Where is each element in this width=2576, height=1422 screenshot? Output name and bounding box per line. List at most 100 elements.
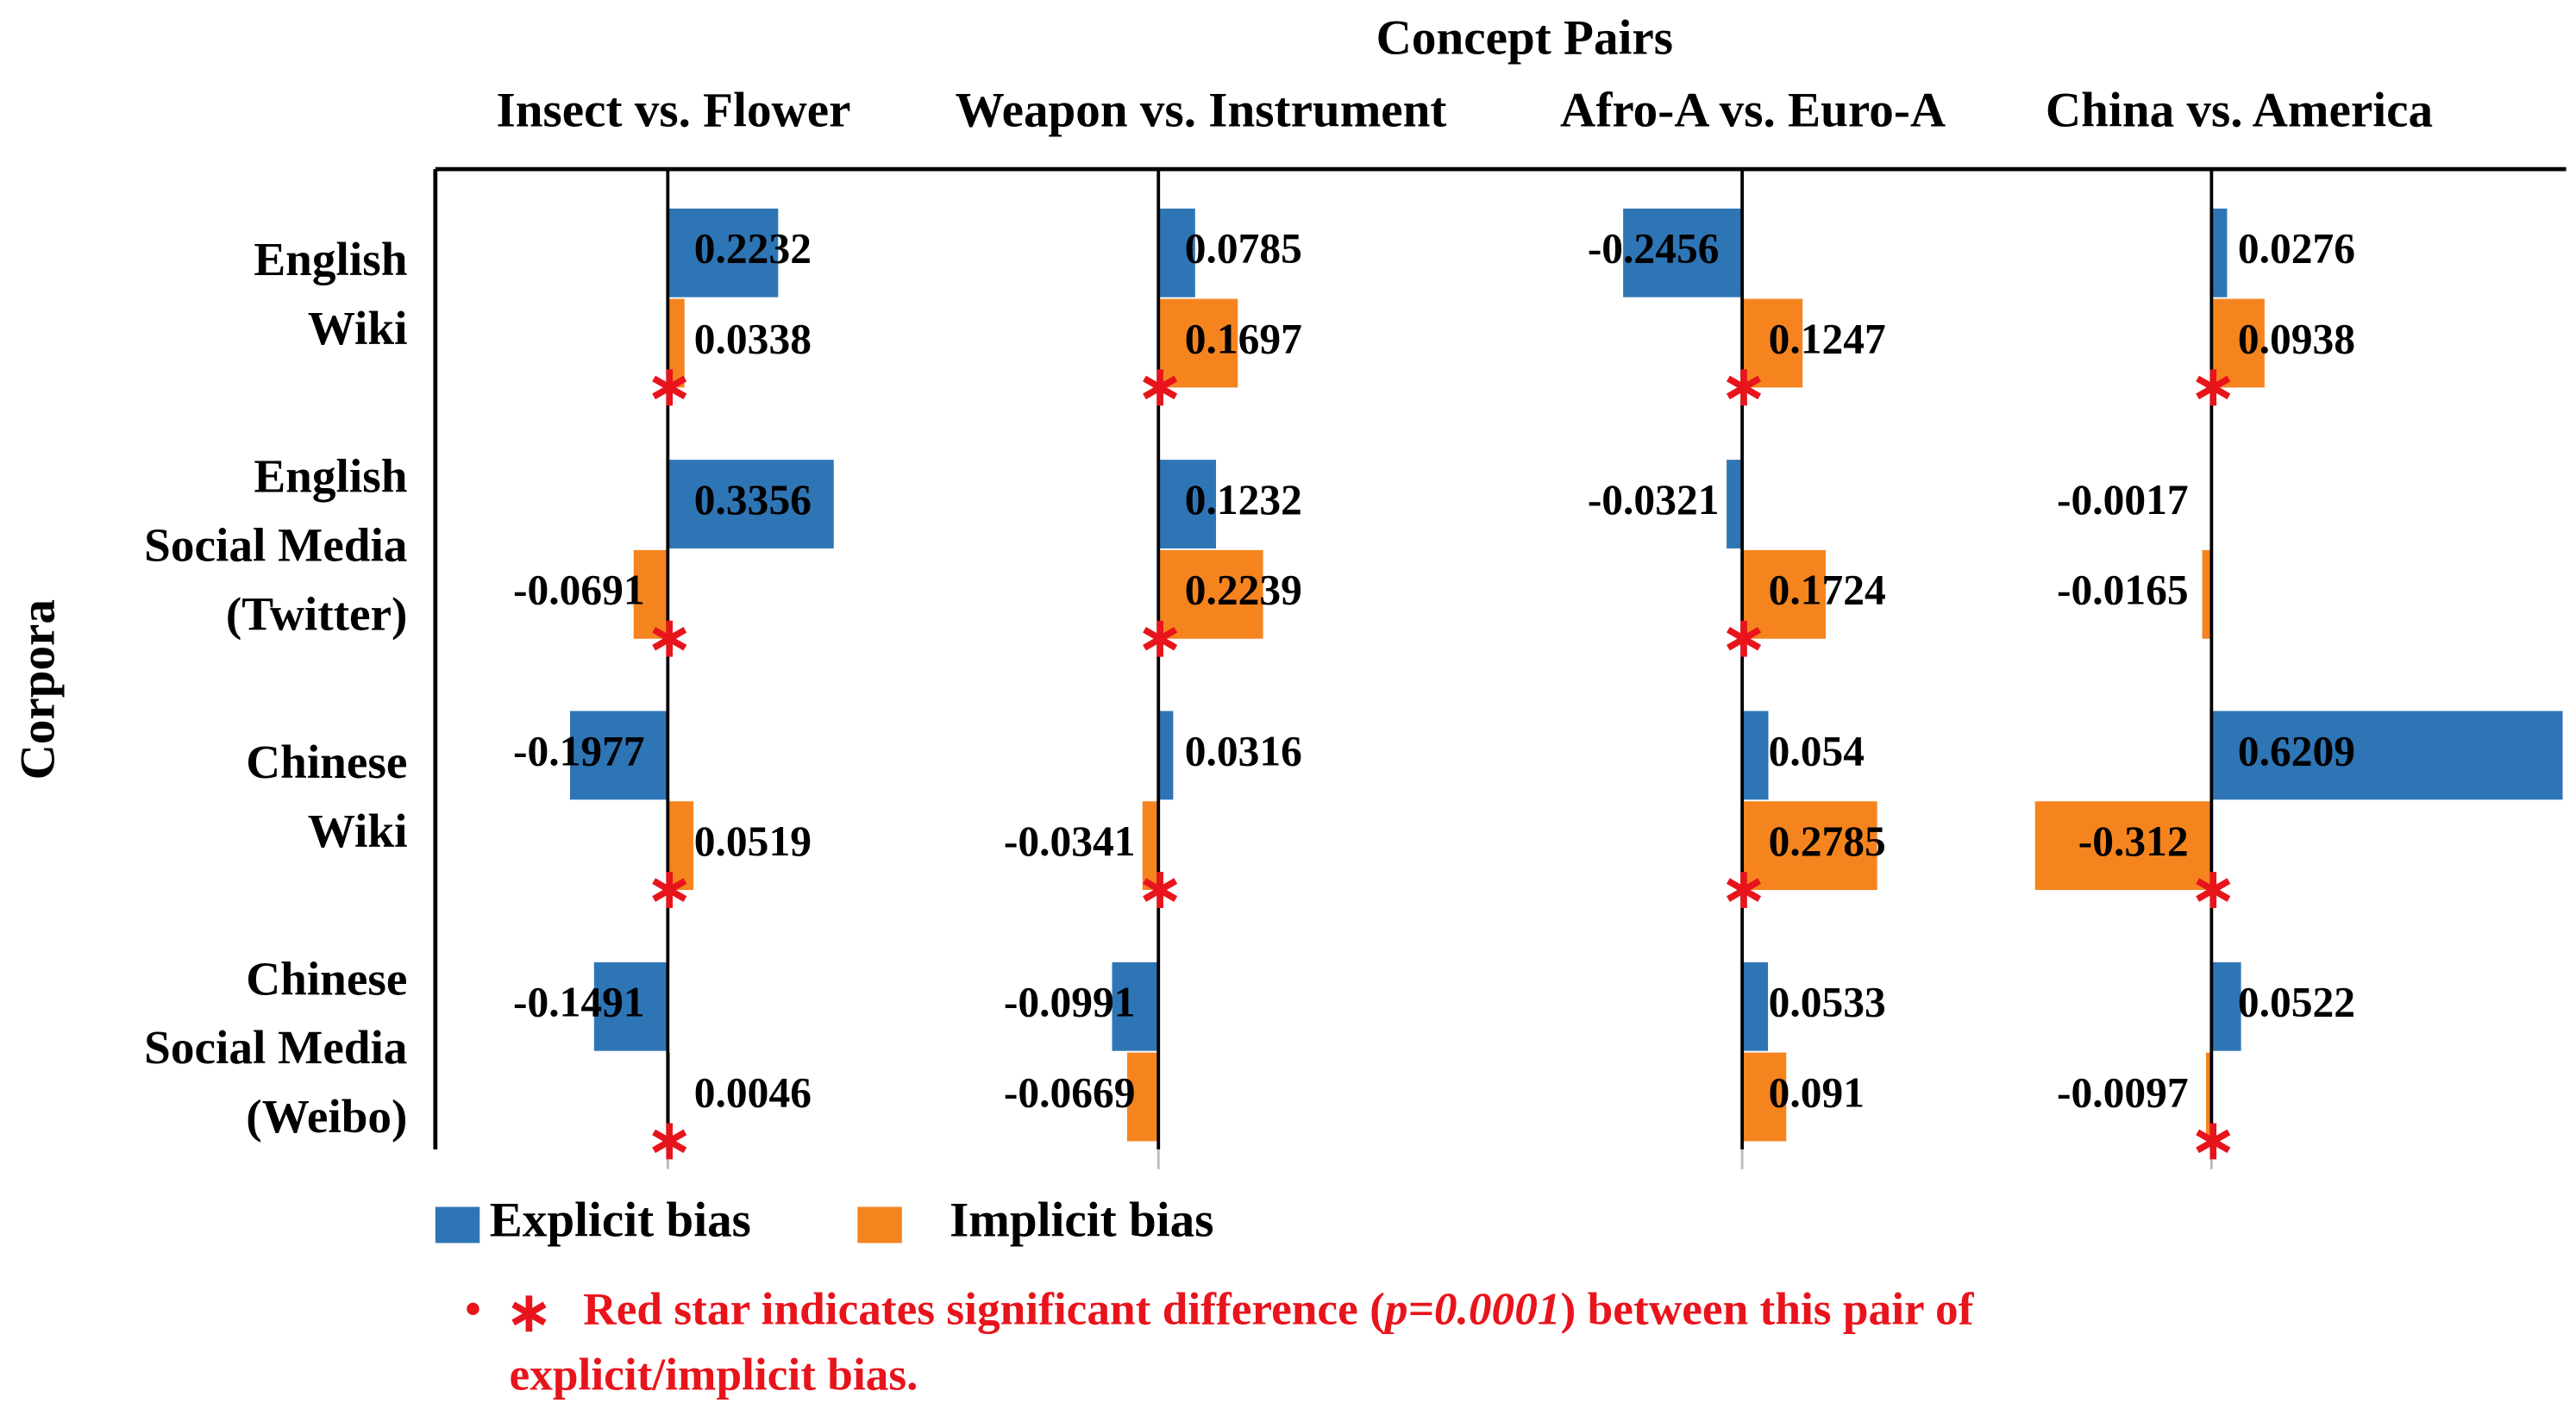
star-stroke	[2196, 1129, 2231, 1154]
y-tick-label: (Weibo)	[246, 1090, 407, 1143]
value-label: -0.1491	[513, 979, 645, 1026]
value-label: -0.0017	[2057, 476, 2189, 523]
value-label: -0.0321	[1588, 476, 1720, 523]
value-label: -0.2456	[1588, 225, 1720, 272]
star-stroke	[511, 1301, 547, 1326]
value-label: -0.312	[2078, 817, 2189, 865]
bar	[1742, 962, 1769, 1051]
bar	[2211, 298, 2265, 388]
note-prefix: Red star indicates significant differenc…	[583, 1283, 1385, 1335]
value-label: 0.0533	[1769, 979, 1886, 1026]
panel-title: Afro-A vs. Euro-A	[1560, 83, 1946, 137]
value-label: -0.0165	[2057, 567, 2189, 614]
star-stroke	[652, 375, 687, 400]
value-label: 0.0276	[2238, 225, 2355, 272]
star-stroke	[1726, 626, 1762, 651]
bar	[2205, 1052, 2212, 1142]
star-stroke	[1726, 878, 1762, 902]
star-stroke	[2196, 375, 2231, 400]
significance-star	[652, 872, 687, 908]
bar	[1158, 298, 1238, 388]
star-stroke	[652, 1129, 687, 1154]
value-label: -0.0097	[2057, 1068, 2189, 1116]
star-stroke	[1143, 878, 1178, 902]
value-label: 0.0316	[1185, 727, 1302, 774]
note-suffix: ) between this pair of	[1561, 1283, 1975, 1335]
bar	[1158, 711, 1174, 800]
star-stroke	[652, 878, 687, 902]
star-stroke	[1726, 375, 1762, 400]
value-label: -0.0691	[513, 567, 645, 614]
legend-swatch	[435, 1206, 480, 1243]
value-label: 0.054	[1769, 727, 1865, 774]
note-bullet: •	[465, 1283, 481, 1335]
panel-title: China vs. America	[2046, 83, 2433, 137]
significance-star	[2196, 1123, 2231, 1160]
value-label: -0.1977	[513, 727, 645, 774]
value-label: -0.0991	[1004, 979, 1136, 1026]
value-label: 0.0519	[694, 817, 812, 865]
note-text-line2: explicit/implicit bias.	[510, 1349, 918, 1400]
value-label: -0.0669	[1004, 1068, 1136, 1116]
panel-title: Weapon vs. Instrument	[956, 83, 1447, 137]
value-label: 0.0938	[2238, 315, 2355, 362]
star-stroke	[1143, 626, 1178, 651]
panel-title: Insect vs. Flower	[497, 83, 851, 137]
significance-star	[1726, 369, 1762, 406]
value-label: 0.1247	[1769, 315, 1886, 362]
value-label: 0.0338	[694, 315, 812, 362]
value-label: 0.6209	[2238, 727, 2355, 774]
value-label: 0.1697	[1185, 315, 1302, 362]
bar	[2211, 208, 2228, 298]
bar	[1742, 298, 1803, 388]
y-tick-label: Social Media	[144, 519, 407, 572]
value-label: 0.0046	[694, 1068, 812, 1116]
significance-star	[1143, 872, 1178, 908]
bar	[2211, 962, 2241, 1051]
y-tick-label: (Twitter)	[226, 588, 408, 641]
significance-star	[1726, 620, 1762, 657]
bar	[668, 208, 779, 298]
star-stroke	[1143, 375, 1178, 400]
y-axis-label: Corpora	[11, 599, 66, 780]
bar	[2211, 711, 2563, 800]
y-tick-label: Social Media	[144, 1021, 407, 1074]
significance-star	[2196, 369, 2231, 406]
note-text: Red star indicates significant differenc…	[583, 1283, 1974, 1335]
y-tick-label: Chinese	[246, 736, 407, 788]
bar	[668, 460, 834, 548]
chart-title: Concept Pairs	[1376, 11, 1673, 66]
bar	[593, 962, 668, 1051]
value-label: 0.091	[1769, 1068, 1865, 1116]
value-label: -0.0341	[1004, 817, 1136, 865]
bar	[1158, 549, 1263, 639]
legend-label: Implicit bias	[950, 1193, 1213, 1248]
value-label: 0.1232	[1185, 476, 1302, 523]
bar	[668, 298, 685, 388]
bar	[569, 711, 668, 800]
y-tick-label: English	[254, 450, 407, 503]
y-tick-label: Wiki	[308, 302, 408, 354]
y-tick-label: English	[254, 233, 407, 285]
bar	[1742, 801, 1877, 891]
significance-star	[1143, 620, 1178, 657]
legend-swatch	[857, 1206, 902, 1243]
value-label: 0.2232	[694, 225, 812, 272]
significance-star	[652, 369, 687, 406]
significance-star	[2196, 872, 2231, 908]
bar	[1126, 1052, 1159, 1142]
bar	[1112, 962, 1159, 1051]
significance-star	[1726, 872, 1762, 908]
y-tick-label: Chinese	[246, 952, 407, 1005]
legend-label: Explicit bias	[490, 1193, 751, 1248]
value-label: 0.2785	[1769, 817, 1886, 865]
bar	[1742, 549, 1827, 639]
bar	[1742, 1052, 1787, 1142]
value-label: 0.0522	[2238, 979, 2355, 1026]
bar	[1742, 711, 1769, 800]
bar	[1142, 801, 1159, 891]
value-label: 0.3356	[694, 476, 812, 523]
note-star	[511, 1295, 547, 1332]
star-stroke	[2196, 878, 2231, 902]
